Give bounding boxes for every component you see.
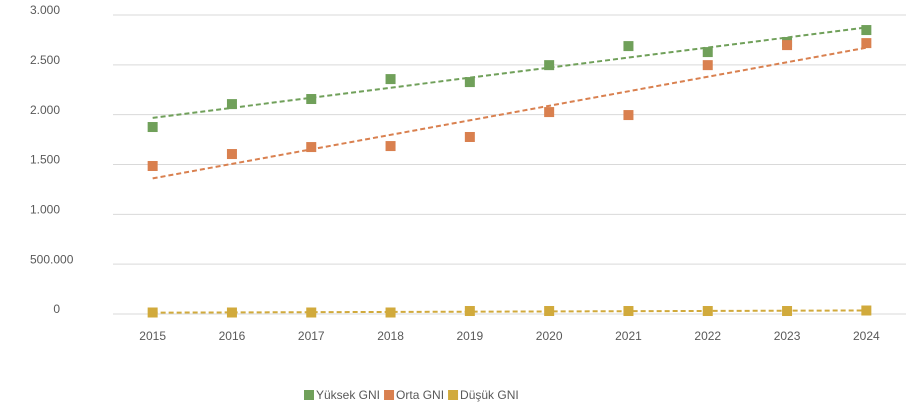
x-tick-label: 2015 [139, 329, 166, 343]
x-tick-label: 2016 [219, 329, 246, 343]
y-tick-label: 1.500 [30, 153, 60, 167]
legend-swatch [384, 390, 395, 400]
marker [147, 122, 158, 133]
marker [385, 74, 396, 85]
legend-label: Düşük GNI [460, 388, 519, 402]
marker [861, 25, 872, 36]
legend-swatch [448, 390, 459, 400]
marker [623, 41, 634, 52]
y-tick-label: 2.500 [30, 53, 60, 67]
marker [226, 307, 237, 318]
x-tick-label: 2019 [456, 329, 483, 343]
marker [544, 306, 555, 317]
marker [782, 306, 793, 317]
y-tick-label: 1.000 [30, 203, 60, 217]
x-tick-label: 2020 [536, 329, 563, 343]
marker [226, 149, 237, 160]
marker [623, 110, 634, 121]
marker [782, 40, 793, 51]
y-tick-label: 3.000 [30, 3, 60, 17]
x-tick-label: 2018 [377, 329, 404, 343]
x-tick-label: 2021 [615, 329, 642, 343]
marker [306, 94, 317, 105]
trendline [152, 26, 867, 119]
marker [464, 77, 475, 88]
marker [306, 307, 317, 318]
marker [147, 160, 158, 171]
legend-label: Orta GNI [396, 388, 444, 402]
x-tick-label: 2024 [853, 329, 880, 343]
x-tick-label: 2023 [774, 329, 801, 343]
marker [306, 142, 317, 153]
marker [464, 306, 475, 317]
marker [464, 131, 475, 142]
marker [623, 306, 634, 317]
marker [147, 307, 158, 318]
y-tick-label: 2.000 [30, 103, 60, 117]
legend-label: Yüksek GNI [316, 388, 380, 402]
marker [861, 305, 872, 316]
marker [702, 47, 713, 58]
x-tick-label: 2022 [694, 329, 721, 343]
marker [385, 141, 396, 152]
marker [385, 307, 396, 318]
x-tick-label: 2017 [298, 329, 325, 343]
y-tick-label: 0 [53, 302, 60, 316]
trendline [152, 46, 867, 180]
y-tick-label: 500.000 [30, 252, 74, 266]
marker [702, 60, 713, 71]
marker [226, 99, 237, 110]
marker [544, 60, 555, 71]
marker [861, 38, 872, 49]
marker [544, 107, 555, 118]
trendline [152, 309, 867, 314]
marker [702, 306, 713, 317]
legend-swatch [304, 390, 314, 400]
